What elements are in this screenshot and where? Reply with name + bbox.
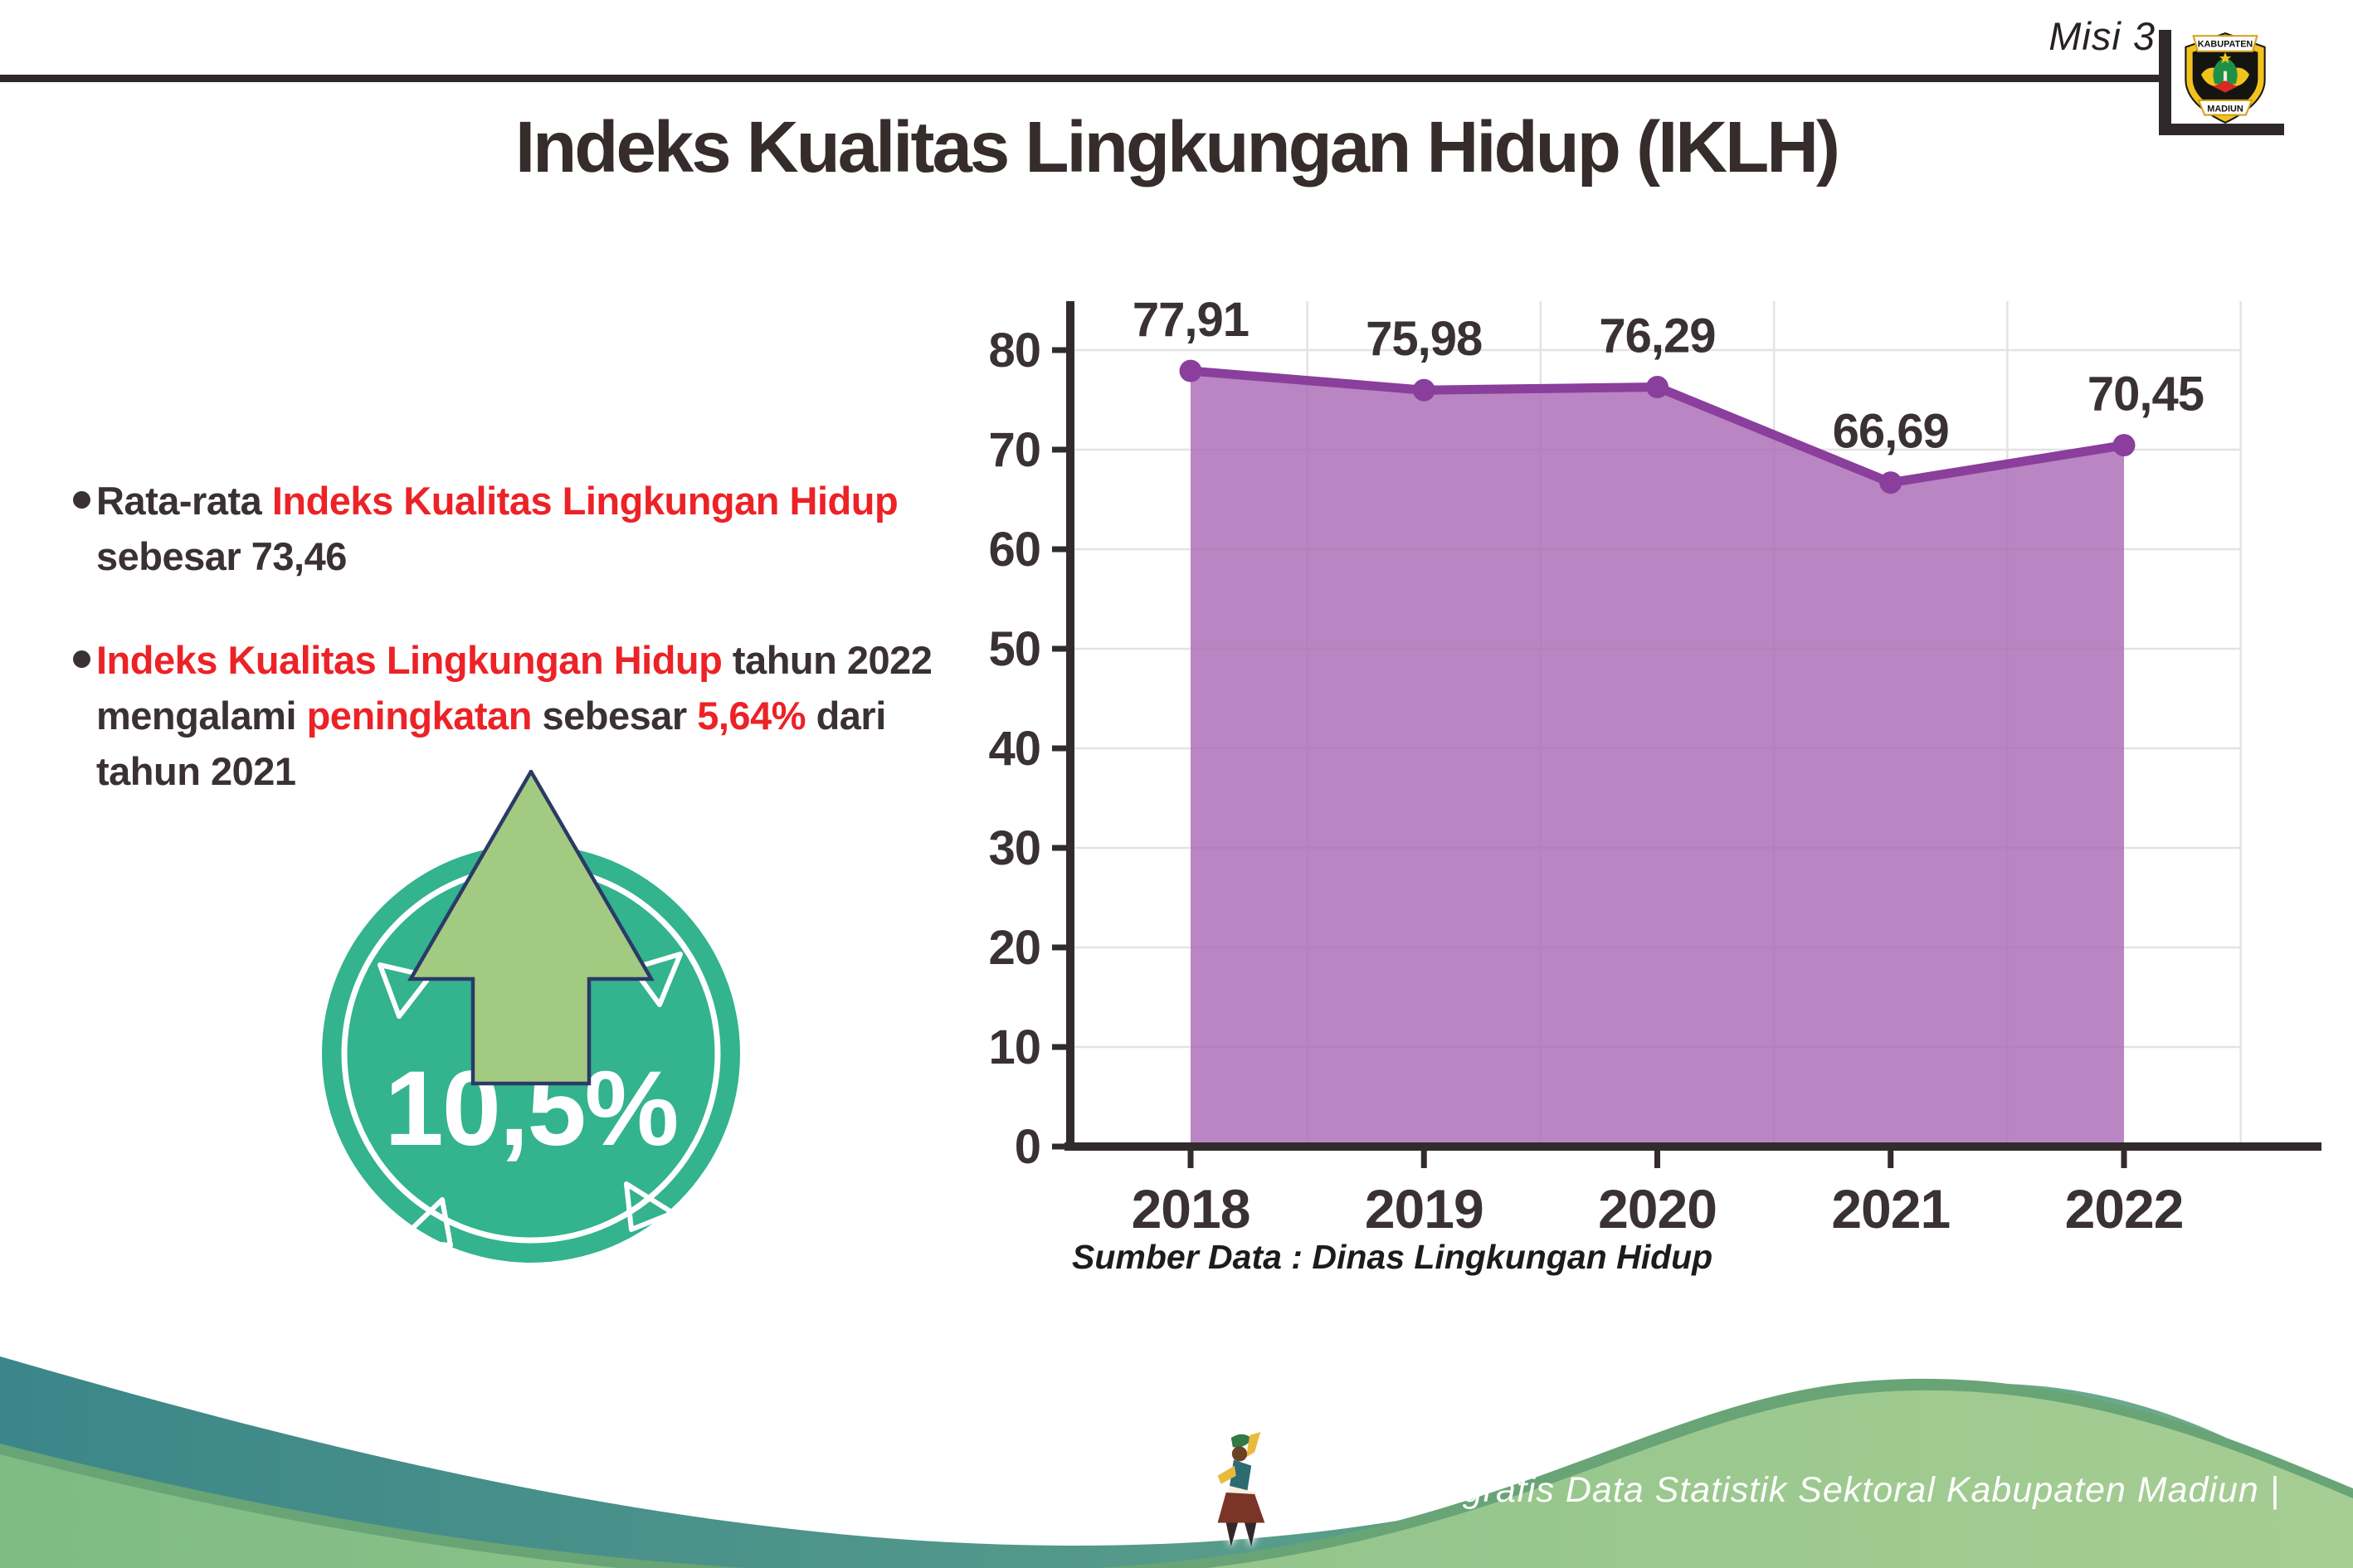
svg-text:2022: 2022 [2065, 1178, 2184, 1239]
svg-text:77,91: 77,91 [1133, 293, 1249, 347]
svg-text:66,69: 66,69 [1833, 405, 1949, 459]
footer-credit: Media Infografis Data Statistik Sektoral… [1288, 1470, 2280, 1510]
header-divider [0, 75, 2167, 82]
bullet-dot [73, 650, 90, 668]
svg-text:2021: 2021 [1831, 1178, 1950, 1239]
logo-ribbon-bottom-text: MADIUN [2207, 104, 2243, 114]
spark-triangles [378, 952, 683, 1248]
svg-text:70: 70 [988, 423, 1040, 477]
svg-text:2018: 2018 [1132, 1178, 1250, 1239]
summary-bullets: Rata-rata Indeks Kualitas Lingkungan Hid… [73, 473, 986, 799]
logo-frame-vertical [2159, 30, 2171, 135]
red-chevron [2213, 80, 2238, 93]
kabupaten-madiun-logo: KABUPATEN MADIUN [2185, 32, 2266, 124]
up-arrow-icon [407, 770, 655, 1086]
svg-text:75,98: 75,98 [1366, 312, 1482, 366]
star-icon [2219, 51, 2232, 64]
svg-text:2019: 2019 [1365, 1178, 1483, 1239]
tree-trunk [2223, 71, 2228, 85]
source-note: Sumber Data : Dinas Lingkungan Hidup [1072, 1238, 1713, 1276]
svg-text:50: 50 [988, 622, 1040, 676]
svg-text:80: 80 [988, 324, 1040, 377]
bullet-dot [73, 491, 90, 509]
svg-text:70,45: 70,45 [2087, 368, 2204, 421]
logo-ribbon-bottom [2197, 99, 2253, 116]
svg-text:30: 30 [988, 821, 1040, 875]
logo-ribbon-top [2192, 35, 2258, 52]
dancer-mascot-icon [1217, 1432, 1265, 1546]
wave-green [0, 1390, 2353, 1568]
bullet-item: Rata-rata Indeks Kualitas Lingkungan Hid… [73, 473, 986, 584]
svg-text:20: 20 [988, 921, 1040, 975]
tree-icon [2213, 57, 2238, 85]
logo-frame-horizontal [2159, 124, 2284, 135]
svg-text:40: 40 [988, 722, 1040, 776]
increase-badge: 10,5% [322, 770, 740, 1263]
logo-ribbon-top-text: KABUPATEN [2198, 40, 2253, 50]
svg-text:0: 0 [1015, 1120, 1040, 1174]
svg-text:76,29: 76,29 [1599, 309, 1715, 363]
mission-label: Misi 3 [2049, 14, 2156, 58]
svg-text:2020: 2020 [1598, 1178, 1717, 1239]
page-title: Indeks Kualitas Lingkungan Hidup (IKLH) [514, 107, 1840, 187]
bullet-item: Indeks Kualitas Lingkungan Hidup tahun 2… [73, 632, 986, 799]
svg-text:10: 10 [988, 1020, 1040, 1074]
svg-text:60: 60 [988, 523, 1040, 577]
